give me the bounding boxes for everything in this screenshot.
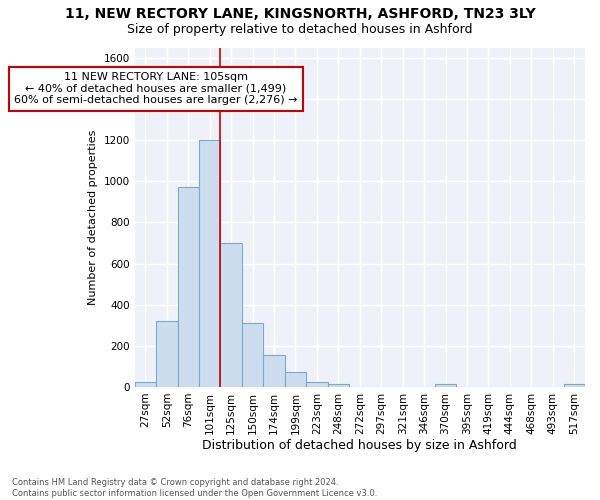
- Bar: [435, 384, 457, 387]
- Y-axis label: Number of detached properties: Number of detached properties: [88, 130, 98, 305]
- Bar: [563, 384, 585, 387]
- Bar: [156, 321, 178, 387]
- X-axis label: Distribution of detached houses by size in Ashford: Distribution of detached houses by size …: [202, 440, 517, 452]
- Bar: [134, 382, 156, 387]
- Bar: [328, 384, 349, 387]
- Text: 11, NEW RECTORY LANE, KINGSNORTH, ASHFORD, TN23 3LY: 11, NEW RECTORY LANE, KINGSNORTH, ASHFOR…: [65, 8, 535, 22]
- Bar: [242, 323, 263, 387]
- Bar: [306, 382, 328, 387]
- Bar: [285, 372, 306, 387]
- Bar: [178, 188, 199, 387]
- Text: 11 NEW RECTORY LANE: 105sqm
← 40% of detached houses are smaller (1,499)
60% of : 11 NEW RECTORY LANE: 105sqm ← 40% of det…: [14, 72, 298, 106]
- Bar: [220, 243, 242, 387]
- Text: Size of property relative to detached houses in Ashford: Size of property relative to detached ho…: [127, 22, 473, 36]
- Bar: [199, 140, 220, 387]
- Text: Contains HM Land Registry data © Crown copyright and database right 2024.
Contai: Contains HM Land Registry data © Crown c…: [12, 478, 377, 498]
- Bar: [263, 355, 285, 387]
